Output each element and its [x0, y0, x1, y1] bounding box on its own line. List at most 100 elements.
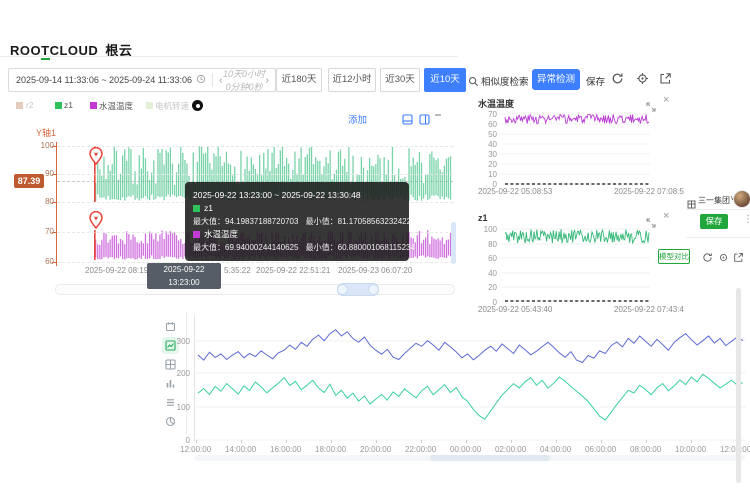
logo-text: ROO	[10, 43, 42, 58]
panel-divider	[686, 209, 750, 210]
duration-input[interactable]: 10天0小时0分钟0秒	[223, 69, 266, 92]
datazoom-cap-right[interactable]	[368, 284, 379, 295]
datazoom-handle[interactable]	[337, 283, 379, 296]
axis-tick	[52, 146, 56, 147]
mini-chart-z1[interactable]	[502, 222, 652, 306]
line-chart-icon[interactable]	[162, 337, 179, 354]
calendar-icon[interactable]	[162, 318, 179, 335]
more-icon[interactable]: ⋮	[743, 214, 750, 225]
y-tick-label: 70	[45, 227, 54, 236]
y-tick-label: 40	[488, 140, 497, 149]
layout-split-icon[interactable]	[402, 112, 413, 130]
series-name: z1	[204, 203, 213, 213]
add-series-circle-icon[interactable]	[192, 100, 203, 111]
legend-swatch[interactable]	[55, 102, 62, 109]
target-icon[interactable]	[636, 72, 649, 90]
pie-chart-icon[interactable]	[162, 413, 179, 430]
clock-icon[interactable]	[196, 71, 206, 89]
pin-marker-icon[interactable]: ♥	[89, 146, 103, 170]
y-tick-label: 100	[483, 225, 497, 234]
main-vertical-scrollbar[interactable]	[451, 222, 456, 264]
legend-label[interactable]: 电机转速	[155, 101, 190, 111]
refresh-icon[interactable]	[702, 250, 713, 268]
quick-range-button[interactable]: 近180天	[276, 68, 322, 92]
bar-chart-icon[interactable]	[162, 375, 179, 392]
similarity-search-button[interactable]: 相似度检索	[481, 77, 529, 88]
axis-tick	[52, 232, 56, 233]
y-tick-label: 70	[488, 110, 497, 119]
x-tick-label: 08:00:00	[630, 445, 662, 454]
x-label: 2025-09-23 06:07:20	[338, 266, 413, 275]
legend-swatch[interactable]	[90, 102, 97, 109]
logo-cn: 根云	[105, 43, 133, 58]
x-label: 2025-09-22 07:43:4	[614, 305, 684, 314]
legend-swatch[interactable]	[146, 102, 153, 109]
target-icon[interactable]	[718, 250, 729, 268]
quick-range-button[interactable]: 近30天	[380, 68, 420, 92]
x-tick-label: 14:00:00	[225, 445, 257, 454]
close-icon[interactable]: ×	[663, 210, 670, 222]
close-icon[interactable]: ×	[663, 94, 670, 106]
avatar[interactable]	[733, 190, 750, 208]
layout-window-icon[interactable]	[419, 112, 430, 130]
list-icon[interactable]	[162, 394, 179, 411]
date-range-input[interactable]: 2025-09-14 11:33:06 ~ 2025-09-24 11:33:0…	[16, 75, 193, 85]
axis-tick	[241, 440, 242, 443]
export-icon[interactable]	[659, 72, 672, 90]
datazoom-cap-left[interactable]	[337, 284, 348, 295]
marker-value-badge: 87.39	[14, 174, 44, 188]
bottom-h-scrollbar[interactable]	[195, 455, 745, 461]
y-tick-label: 200	[176, 369, 190, 378]
legend-label[interactable]: r2	[26, 100, 34, 110]
series-name: 水温温度	[204, 229, 239, 239]
pin-marker-icon[interactable]: ♥	[89, 210, 103, 234]
panel-scrollbar[interactable]	[736, 288, 741, 483]
y-axis-line	[56, 142, 57, 266]
save-button[interactable]: 保存	[586, 77, 606, 88]
collapse-dash-icon[interactable]	[435, 114, 441, 116]
y-tick-label: 0	[185, 436, 190, 445]
chevron-down-icon[interactable]: ∨	[730, 194, 735, 202]
axis-tick	[646, 440, 647, 443]
quick-range-button[interactable]: 近10天	[424, 68, 466, 92]
gridline	[57, 146, 453, 147]
expand-icon[interactable]	[646, 99, 656, 117]
chart-tooltip: 2025-09-22 13:23:00 ~ 2025-09-22 13:30:4…	[185, 182, 415, 261]
y-tick-label: 80	[45, 197, 54, 206]
duration-prev-button[interactable]: ‹	[219, 74, 223, 86]
panel-save-button[interactable]: 保存	[700, 214, 728, 229]
axis-tick	[286, 440, 287, 443]
mini-chart-title: z1	[478, 213, 488, 223]
y-tick-label: 0	[492, 180, 497, 189]
y-tick-label: 20	[488, 160, 497, 169]
grid-icon[interactable]	[162, 356, 179, 373]
x-tick-label: 06:00:00	[585, 445, 617, 454]
model-compare-button[interactable]: 模型对比	[658, 249, 690, 264]
datazoom-track[interactable]	[55, 284, 455, 295]
export-icon[interactable]	[733, 250, 744, 268]
y-tick-label: 10	[488, 170, 497, 179]
svg-text:♥: ♥	[94, 215, 98, 222]
legend-swatch[interactable]	[16, 102, 23, 109]
add-link[interactable]: 添加	[348, 115, 368, 126]
legend-label[interactable]: 水温温度	[99, 101, 134, 111]
quick-range-button[interactable]: 近12小时	[328, 68, 376, 92]
y-tick-label: 60	[488, 254, 497, 263]
duration-next-button[interactable]: ›	[265, 74, 269, 86]
expand-icon[interactable]	[646, 215, 656, 233]
anomaly-detect-button[interactable]: 异常检测	[532, 69, 580, 90]
x-tick-label: 12:00:00	[180, 445, 212, 454]
bottom-h-scrollbar-handle[interactable]	[430, 455, 550, 461]
bottom-trend-chart[interactable]	[195, 314, 746, 441]
org-dropdown[interactable]: 三一集团	[698, 196, 730, 205]
y-tick-label: 50	[488, 130, 497, 139]
y-axis-name: Y轴1	[36, 128, 57, 138]
x-tick-label: 16:00:00	[270, 445, 302, 454]
search-icon[interactable]	[468, 74, 479, 92]
legend-label[interactable]: z1	[64, 100, 73, 110]
axis-tick	[511, 440, 512, 443]
refresh-icon[interactable]	[611, 72, 624, 90]
x-tick-label: 20:00:00	[360, 445, 392, 454]
mini-chart-temp[interactable]	[502, 107, 652, 189]
x-tick-label: 12:00:00	[720, 445, 750, 454]
